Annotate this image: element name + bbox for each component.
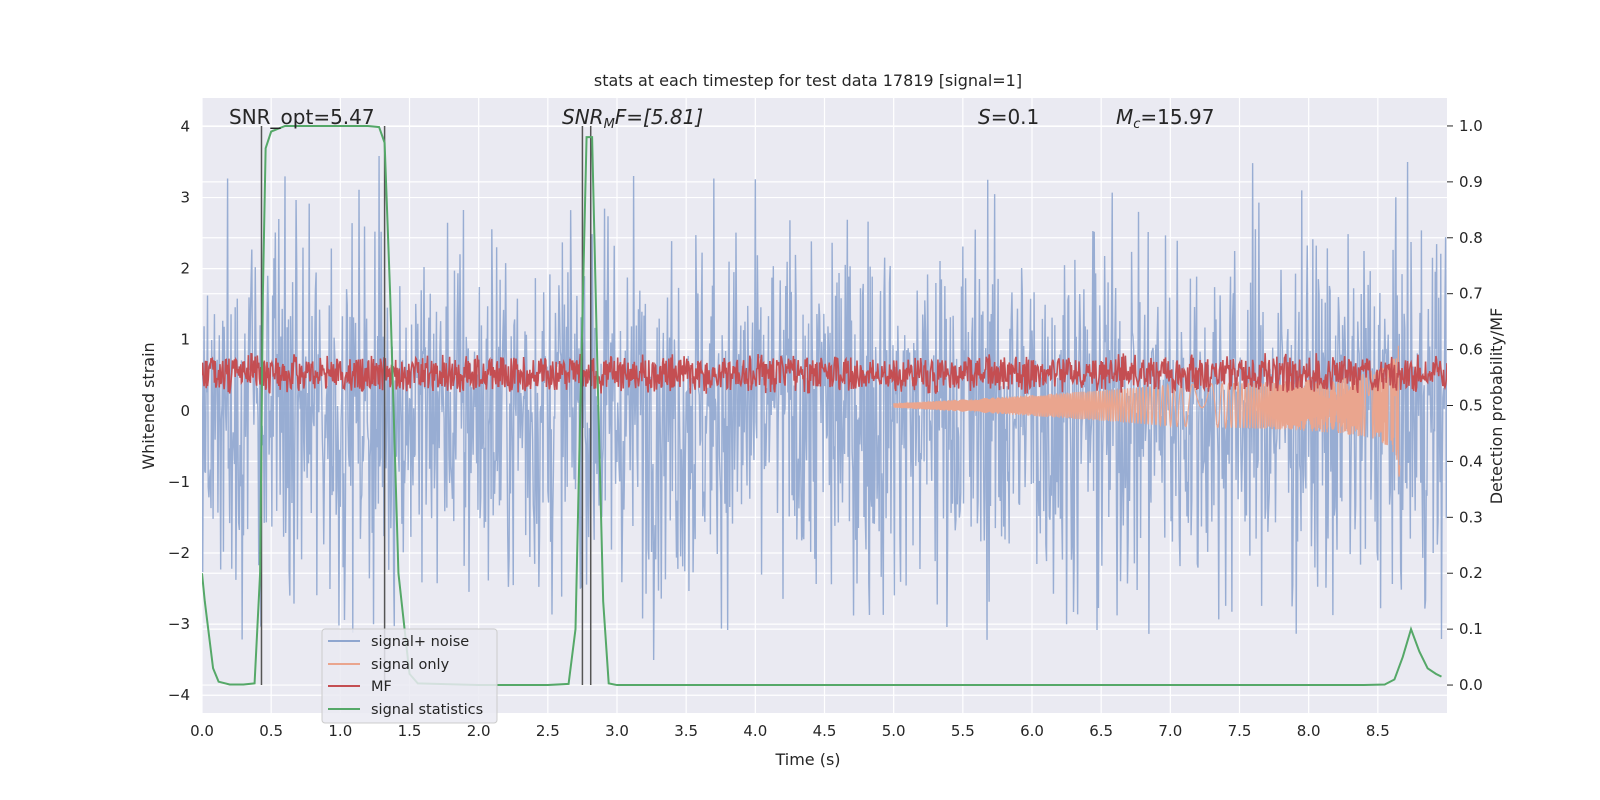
y-tick-label: 4 (180, 117, 190, 135)
annotation-snr-opt: SNR_opt=5.47 (229, 105, 375, 129)
y-tick-label: 1 (180, 331, 190, 349)
x-tick-label: 3.0 (605, 722, 629, 740)
x-tick-label: 2.5 (536, 722, 560, 740)
legend-label-signal-only: signal only (371, 657, 450, 673)
x-tick-label: 1.5 (398, 722, 422, 740)
chart-title: stats at each timestep for test data 178… (594, 71, 1022, 90)
annotation-s: S=0.1 (978, 105, 1039, 129)
x-tick-label: 7.0 (1158, 722, 1182, 740)
x-axis-label: Time (s) (774, 750, 840, 769)
series-signal-only (893, 345, 1401, 477)
y2-tick-label: 0.7 (1459, 285, 1483, 303)
y-tick-label: 3 (180, 189, 190, 207)
annotation-mc-base: M (1116, 105, 1133, 129)
annotation-snr-mf: SNRMF=[5.81] (562, 105, 703, 132)
x-tick-label: 6.5 (1089, 722, 1113, 740)
legend-label-mf: MF (371, 679, 392, 695)
y-axis-ticks: 4 3 2 1 0 −1 −2 −3 −4 (168, 117, 190, 704)
annotation-mc: Mc=15.97 (1116, 105, 1214, 132)
annotation-s-base: S (978, 105, 991, 129)
y-tick-label: 0 (180, 402, 190, 420)
y2-tick-label: 0.3 (1459, 508, 1483, 526)
legend-label-signal-plus-noise: signal+ noise (371, 634, 469, 650)
y-tick-label: −3 (168, 615, 190, 633)
x-tick-label: 4.0 (743, 722, 767, 740)
x-tick-label: 6.0 (1020, 722, 1044, 740)
x-tick-label: 8.0 (1297, 722, 1321, 740)
y2-tick-label: 0.4 (1459, 452, 1483, 470)
x-tick-label: 1.0 (328, 722, 352, 740)
annotation-mc-rest: =15.97 (1140, 105, 1214, 129)
y2-tick-label: 0.0 (1459, 676, 1483, 694)
x-tick-label: 5.0 (882, 722, 906, 740)
y2-tick-label: 0.5 (1459, 397, 1483, 415)
x-axis-ticks: 0.0 0.5 1.0 1.5 2.0 2.5 3.0 3.5 4.0 4.5 5.0 5.5 6.0 6… (190, 722, 1390, 740)
y2-tick-label: 0.8 (1459, 229, 1483, 247)
y2-tick-label: 0.6 (1459, 341, 1483, 359)
annotation-snr-mf-sub: M (604, 117, 615, 132)
signal-only-line (893, 345, 1401, 477)
series-mf (202, 352, 1447, 394)
annotation-mc-sub: c (1133, 117, 1140, 132)
x-tick-label: 5.5 (951, 722, 975, 740)
legend-frame (321, 628, 498, 724)
y2-axis-label: Detection probability/MF (1487, 308, 1506, 505)
x-tick-label: 3.5 (674, 722, 698, 740)
x-tick-label: 2.0 (467, 722, 491, 740)
y2-tick-label: 0.2 (1459, 564, 1483, 582)
annotation-snr-mf-base: SNR (562, 105, 604, 129)
y2-axis-ticks: 1.0 0.9 0.8 0.7 0.6 0.5 0.4 0.3 0.2 0.1 0.0 (1447, 117, 1483, 694)
y2-tick-label: 0.9 (1459, 173, 1483, 191)
annotation-snr-mf-rest: F=[5.81] (615, 105, 703, 129)
y2-tick-label: 0.1 (1459, 620, 1483, 638)
legend: signal+ noise signal only MF signal stat… (321, 628, 498, 724)
signal-statistics-line (202, 124, 1442, 687)
mf-line (202, 352, 1447, 394)
y-tick-label: −1 (168, 473, 190, 491)
y-tick-label: −4 (168, 686, 190, 704)
y-axis-label: Whitened strain (139, 342, 158, 469)
x-tick-label: 0.0 (190, 722, 214, 740)
x-tick-label: 7.5 (1228, 722, 1252, 740)
legend-label-signal-statistics: signal statistics (371, 702, 483, 718)
x-tick-label: 0.5 (259, 722, 283, 740)
y2-tick-label: 1.0 (1459, 117, 1483, 135)
y-tick-label: −2 (168, 544, 190, 562)
series-signal-statistics (202, 124, 1442, 687)
x-tick-label: 8.5 (1366, 722, 1390, 740)
x-tick-label: 4.5 (813, 722, 837, 740)
y-tick-label: 2 (180, 260, 190, 278)
annotation-s-rest: =0.1 (991, 105, 1040, 129)
